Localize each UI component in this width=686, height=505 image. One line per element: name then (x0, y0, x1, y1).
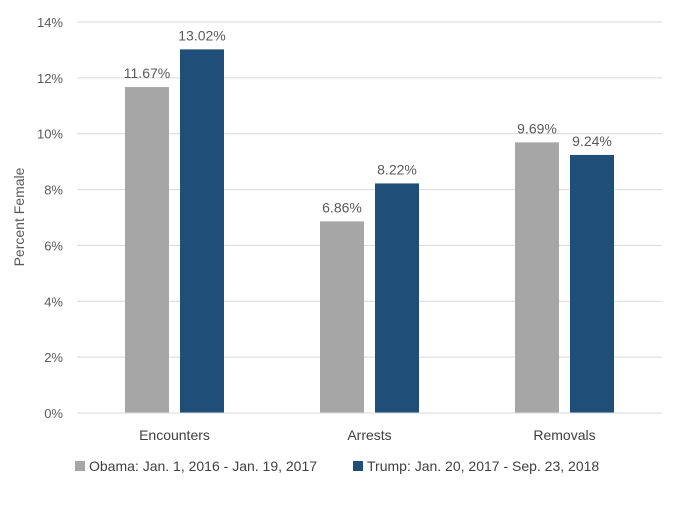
y-axis-title: Percent Female (11, 167, 27, 266)
bar-removals-series-1 (515, 142, 559, 414)
data-label: 9.69% (517, 120, 557, 136)
legend-label: Trump: Jan. 20, 2017 - Sep. 23, 2018 (367, 458, 599, 474)
bar-removals-series-2 (570, 154, 614, 413)
data-label: 8.22% (377, 161, 417, 177)
legend-swatch (75, 461, 85, 471)
bars (125, 49, 614, 414)
legend: Obama: Jan. 1, 2016 - Jan. 19, 2017 Trump… (75, 458, 599, 474)
data-label: 13.02% (178, 27, 225, 43)
x-category-label: Arrests (347, 427, 391, 443)
bar-arrests-series-1 (320, 221, 364, 413)
y-tick-label: 10% (37, 127, 63, 142)
gridlines (77, 21, 662, 358)
bar-encounters-series-2 (180, 49, 224, 414)
bar-arrests-series-2 (375, 183, 419, 413)
y-tick-label: 6% (44, 238, 63, 253)
y-tick-label: 2% (44, 350, 63, 365)
x-category-label: Encounters (139, 427, 210, 443)
y-tick-label: 12% (37, 71, 63, 86)
legend-label: Obama: Jan. 1, 2016 - Jan. 19, 2017 (89, 458, 317, 474)
x-category-label: Removals (533, 427, 595, 443)
y-axis-ticks: 0% 2% 4% 6% 8% 10% 12% 14% (37, 15, 63, 421)
y-tick-label: 8% (44, 183, 63, 198)
x-axis-categories: Encounters Arrests Removals (139, 427, 596, 443)
data-label: 11.67% (124, 65, 170, 81)
data-label: 6.86% (322, 199, 362, 215)
y-tick-label: 0% (44, 406, 63, 421)
data-label: 9.24% (572, 133, 612, 149)
legend-swatch (353, 461, 363, 471)
y-tick-label: 4% (44, 294, 63, 309)
y-tick-label: 14% (37, 15, 63, 30)
data-labels: 11.67% 13.02% 6.86% 8.22% 9.69% 9.24% (124, 27, 612, 215)
bar-encounters-series-1 (125, 87, 169, 413)
